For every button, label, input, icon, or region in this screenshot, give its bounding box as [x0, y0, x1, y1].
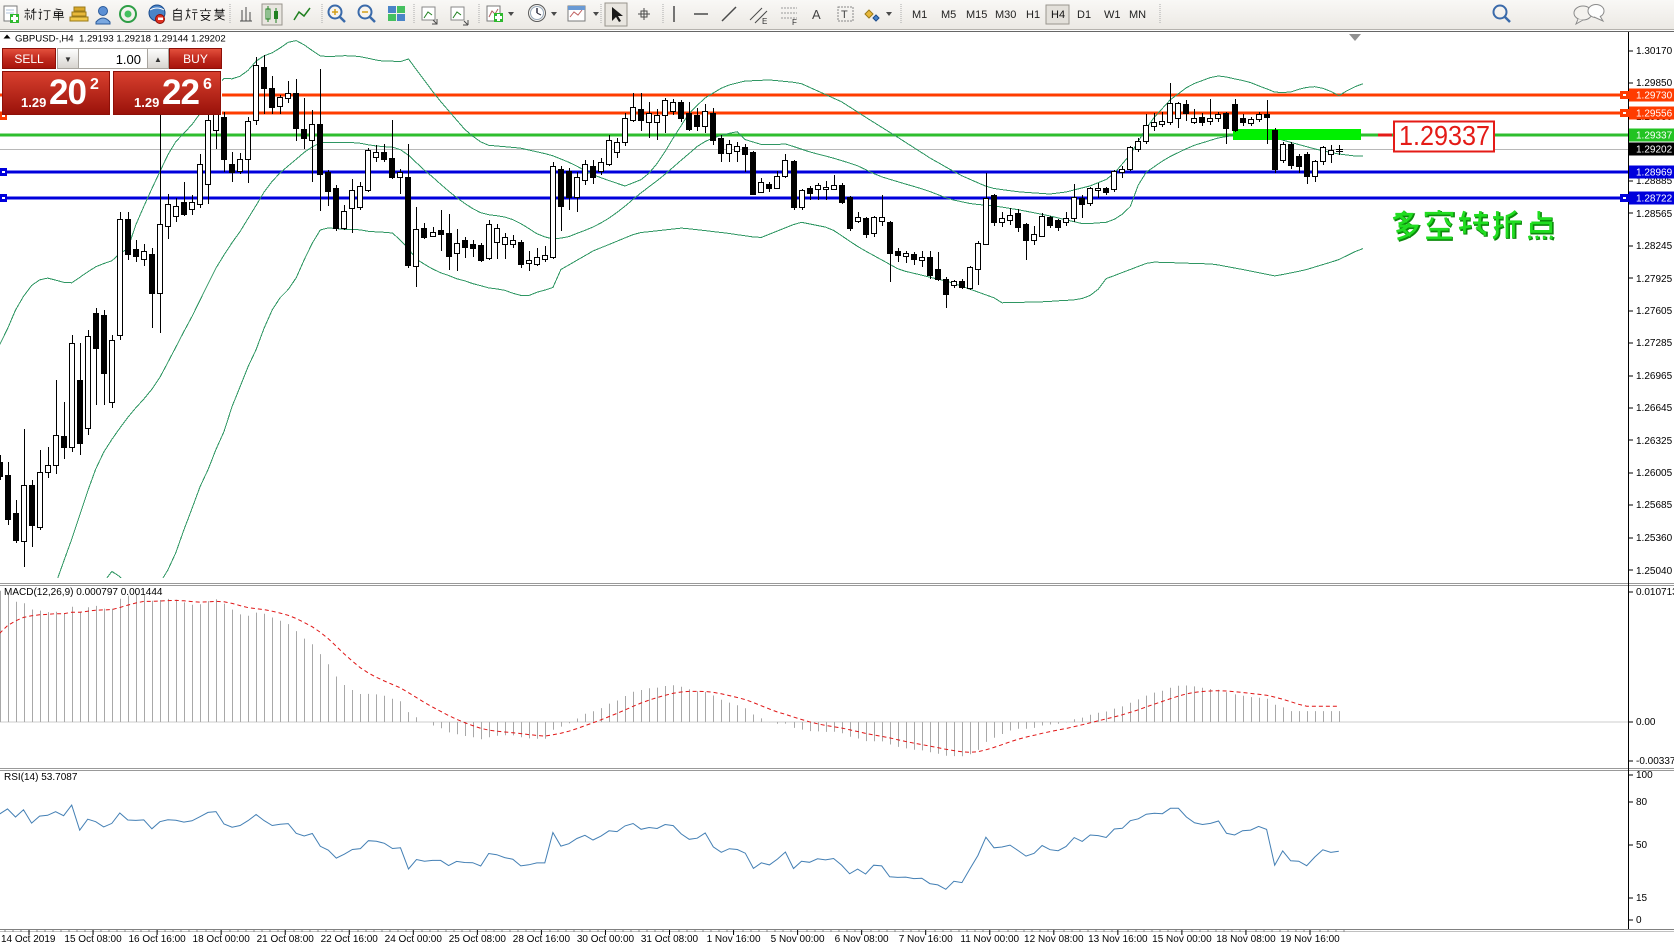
svg-text:1.26325: 1.26325: [1636, 436, 1673, 447]
svg-text:1.29556: 1.29556: [1636, 109, 1673, 120]
svg-text:1.29730: 1.29730: [1636, 91, 1673, 102]
svg-text:T: T: [841, 9, 848, 21]
svg-text:1.28969: 1.28969: [1636, 168, 1673, 179]
svg-text:1.27605: 1.27605: [1636, 306, 1673, 317]
svg-text:1.25360: 1.25360: [1636, 533, 1673, 544]
svg-text:25 Oct 08:00: 25 Oct 08:00: [449, 934, 507, 945]
svg-text:14 Oct 2019: 14 Oct 2019: [1, 934, 56, 945]
svg-text:21 Oct 08:00: 21 Oct 08:00: [257, 934, 315, 945]
svg-text:1.25040: 1.25040: [1636, 566, 1673, 577]
svg-text:15: 15: [1636, 893, 1648, 904]
svg-text:30 Oct 00:00: 30 Oct 00:00: [577, 934, 635, 945]
svg-text:M5: M5: [941, 9, 956, 21]
svg-text:1.30170: 1.30170: [1636, 46, 1673, 57]
svg-text:F: F: [792, 18, 797, 27]
svg-text:H4: H4: [1051, 9, 1065, 21]
svg-text:1.29337: 1.29337: [1636, 131, 1673, 142]
svg-text:MN: MN: [1129, 9, 1146, 21]
svg-text:1.26005: 1.26005: [1636, 468, 1673, 479]
svg-text:MACD(12,26,9) 0.000797 0.00144: MACD(12,26,9) 0.000797 0.001444: [4, 587, 163, 598]
svg-text:13 Nov 16:00: 13 Nov 16:00: [1088, 934, 1148, 945]
svg-text:1.29337: 1.29337: [1399, 120, 1490, 151]
svg-text:W1: W1: [1104, 9, 1121, 21]
svg-text:28 Oct 16:00: 28 Oct 16:00: [513, 934, 571, 945]
svg-text:24 Oct 00:00: 24 Oct 00:00: [385, 934, 443, 945]
svg-text:A: A: [812, 7, 821, 22]
svg-text:16 Oct 16:00: 16 Oct 16:00: [128, 934, 186, 945]
svg-text:0.010713: 0.010713: [1636, 587, 1674, 598]
svg-text:1 Nov 16:00: 1 Nov 16:00: [707, 934, 761, 945]
svg-text:1.26645: 1.26645: [1636, 403, 1673, 414]
svg-text:M1: M1: [912, 9, 927, 21]
svg-text:1.28722: 1.28722: [1636, 194, 1673, 205]
svg-text:18 Nov 08:00: 18 Nov 08:00: [1216, 934, 1276, 945]
svg-text:1.25685: 1.25685: [1636, 500, 1673, 511]
svg-text:0.00: 0.00: [1636, 717, 1656, 728]
svg-text:11 Nov 00:00: 11 Nov 00:00: [960, 934, 1019, 945]
svg-text:15 Nov 00:00: 15 Nov 00:00: [1152, 934, 1212, 945]
svg-text:1.29202: 1.29202: [1636, 145, 1673, 156]
svg-text:6 Nov 08:00: 6 Nov 08:00: [835, 934, 889, 945]
svg-text:1.29850: 1.29850: [1636, 78, 1673, 89]
svg-text:1.26965: 1.26965: [1636, 371, 1673, 382]
svg-text:RSI(14) 53.7087: RSI(14) 53.7087: [4, 772, 78, 783]
svg-text:GBPUSD-,H4 1.29193 1.29218 1.: GBPUSD-,H4 1.29193 1.29218 1.29144 1.292…: [15, 34, 226, 45]
svg-text:31 Oct 08:00: 31 Oct 08:00: [641, 934, 699, 945]
svg-text:50: 50: [1636, 840, 1648, 851]
svg-text:H1: H1: [1026, 9, 1040, 21]
svg-text:1.28885: 1.28885: [1636, 176, 1673, 187]
svg-text:1.27925: 1.27925: [1636, 274, 1673, 285]
svg-text:-0.003373: -0.003373: [1636, 756, 1674, 767]
svg-text:12 Nov 08:00: 12 Nov 08:00: [1024, 934, 1084, 945]
svg-text:18 Oct 00:00: 18 Oct 00:00: [193, 934, 251, 945]
svg-text:22 Oct 16:00: 22 Oct 16:00: [321, 934, 379, 945]
svg-text:D1: D1: [1077, 9, 1091, 21]
svg-text:0: 0: [1636, 915, 1642, 926]
svg-text:1.28565: 1.28565: [1636, 209, 1673, 220]
svg-text:1.27285: 1.27285: [1636, 338, 1673, 349]
svg-text:5 Nov 00:00: 5 Nov 00:00: [771, 934, 825, 945]
svg-text:M15: M15: [966, 9, 987, 21]
svg-text:80: 80: [1636, 797, 1648, 808]
svg-text:1.28245: 1.28245: [1636, 241, 1673, 252]
svg-text:19 Nov 16:00: 19 Nov 16:00: [1280, 934, 1340, 945]
svg-text:M30: M30: [995, 9, 1016, 21]
svg-text:100: 100: [1636, 770, 1653, 781]
svg-text:15 Oct 08:00: 15 Oct 08:00: [64, 934, 122, 945]
svg-text:7 Nov 16:00: 7 Nov 16:00: [899, 934, 953, 945]
svg-text:E: E: [762, 17, 767, 26]
